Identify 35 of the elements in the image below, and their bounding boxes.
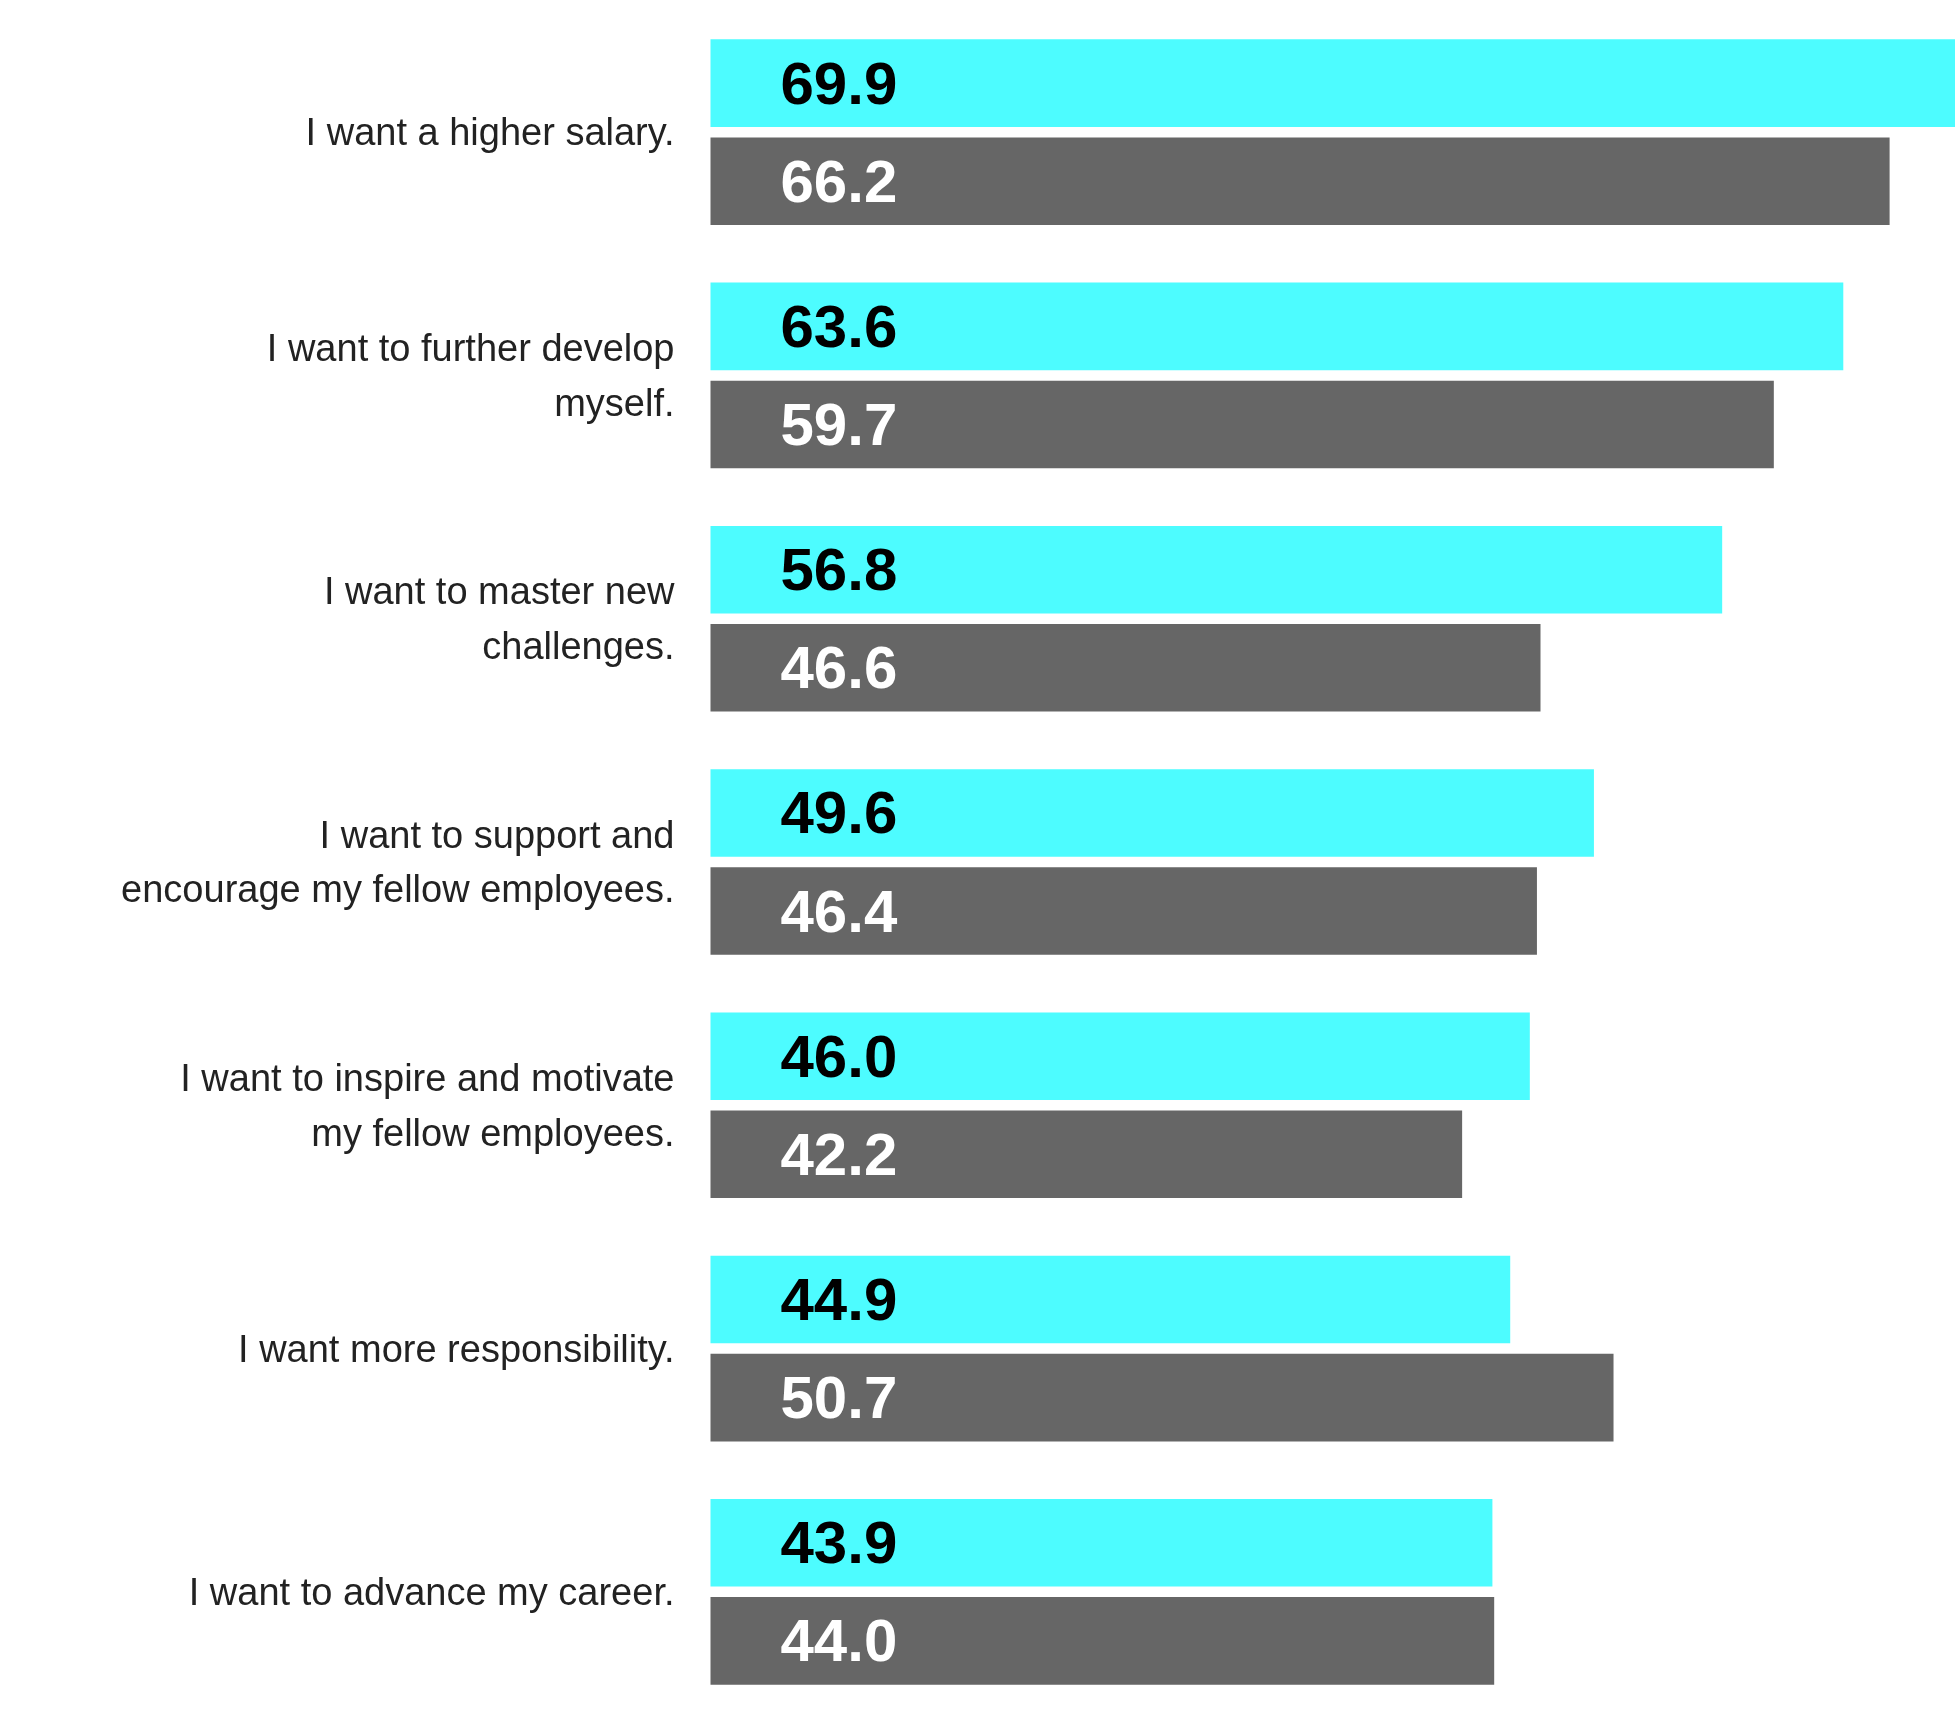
bar bbox=[710, 867, 1537, 955]
bar bbox=[710, 380, 1774, 469]
y-tick-label: I want to inspire and motivate my fellow employees. bbox=[180, 1056, 675, 1154]
y-tick-label: I want a higher salary. bbox=[305, 111, 675, 154]
data-label: 46.6 bbox=[780, 634, 898, 702]
bar bbox=[710, 282, 1844, 371]
bar bbox=[710, 1110, 1463, 1199]
bar bbox=[710, 1255, 1511, 1344]
data-label: 50.7 bbox=[780, 1364, 898, 1432]
bar bbox=[710, 1353, 1614, 1442]
data-label: 56.8 bbox=[780, 536, 898, 604]
data-label: 69.9 bbox=[780, 49, 898, 117]
bar bbox=[710, 137, 1890, 225]
data-label: 42.2 bbox=[780, 1120, 898, 1188]
bar bbox=[710, 1499, 1493, 1587]
y-tick-label: I want to further develop myself. bbox=[266, 327, 675, 424]
bar bbox=[710, 1012, 1530, 1101]
data-label: 46.4 bbox=[780, 877, 898, 945]
data-label: 43.9 bbox=[780, 1509, 898, 1577]
data-label: 63.6 bbox=[780, 292, 898, 360]
data-label: 44.0 bbox=[780, 1607, 898, 1675]
data-label: 66.2 bbox=[780, 147, 898, 215]
data-label: 46.0 bbox=[780, 1022, 898, 1090]
bar bbox=[710, 623, 1541, 712]
y-tick-label: I want to advance my career. bbox=[188, 1570, 675, 1613]
bar bbox=[710, 525, 1723, 614]
data-label: 44.9 bbox=[780, 1266, 898, 1334]
data-label: 49.6 bbox=[780, 779, 898, 847]
bar bbox=[710, 769, 1594, 857]
bar bbox=[710, 1597, 1495, 1685]
y-tick-label: I want to support and encourage my fellow employees. bbox=[121, 813, 675, 911]
y-tick-label: I want to master new challenges. bbox=[323, 570, 676, 668]
bar bbox=[710, 39, 1955, 127]
data-label: 59.7 bbox=[780, 390, 898, 458]
y-tick-label: I want more responsibility. bbox=[238, 1327, 675, 1370]
